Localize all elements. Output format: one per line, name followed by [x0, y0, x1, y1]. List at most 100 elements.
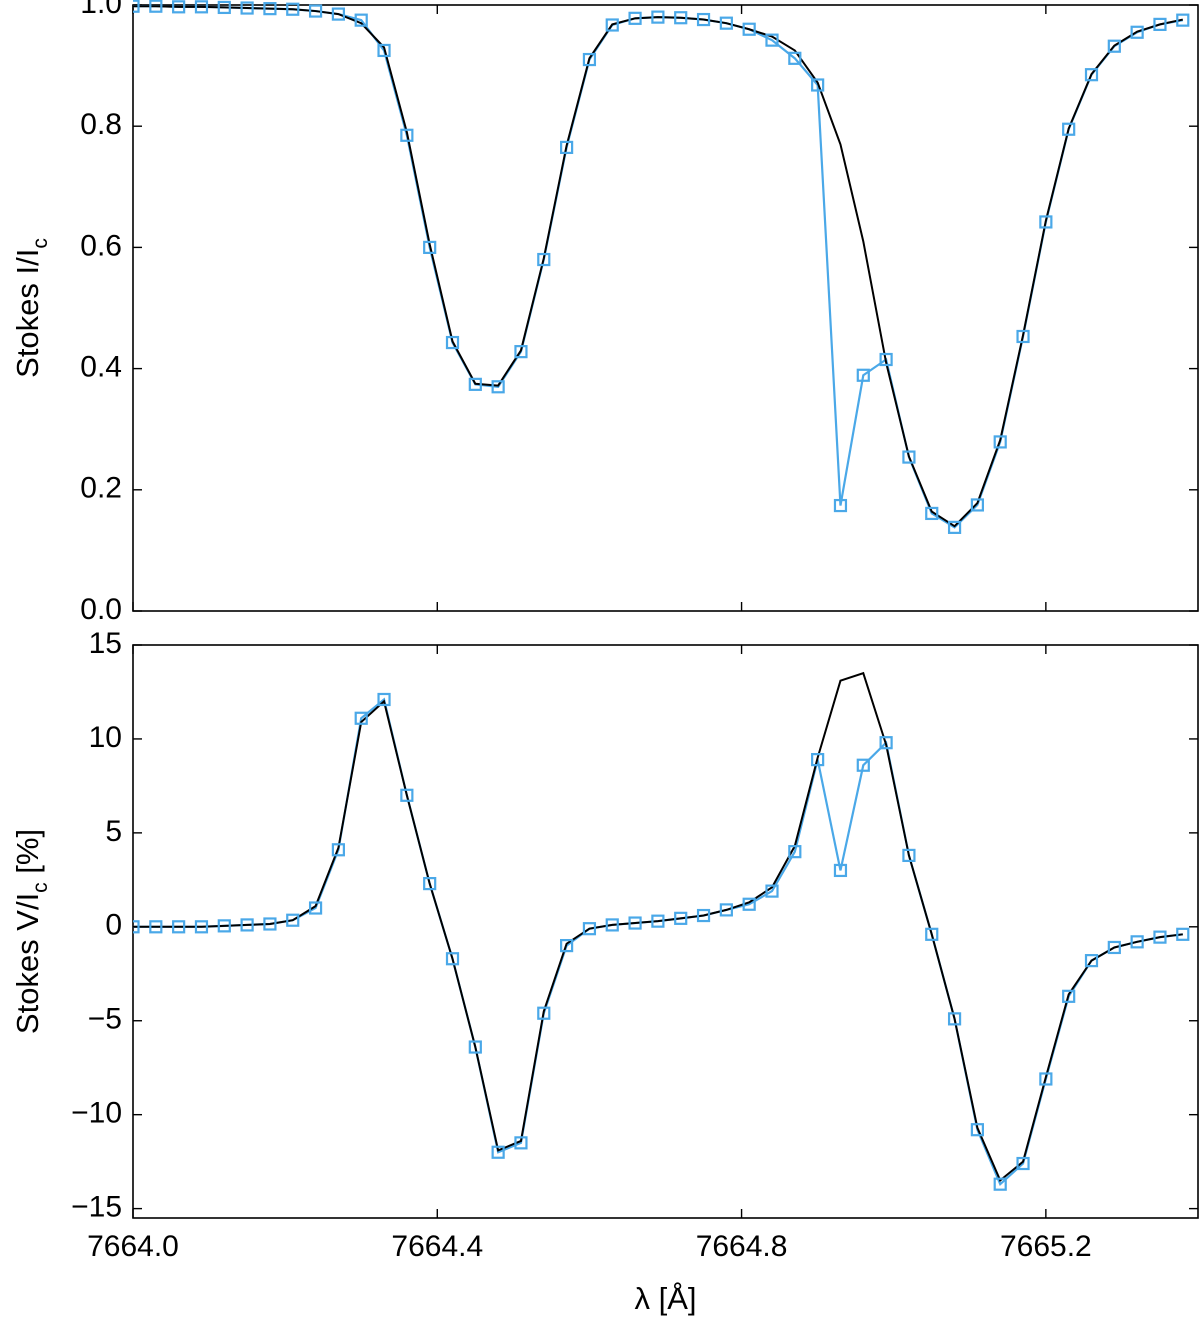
- series-group: [133, 671, 1190, 1191]
- x-axis-label: λ [Å]: [634, 1281, 696, 1316]
- model-series-line: [133, 5, 1183, 528]
- observed-marker: [133, 920, 140, 934]
- x-tick-label: 7664.4: [391, 1230, 483, 1263]
- observed-marker: [1084, 954, 1099, 968]
- y-tick-label: 0.8: [80, 108, 122, 141]
- observed-marker: [286, 2, 300, 16]
- observed-marker: [1130, 935, 1144, 949]
- observed-marker: [582, 52, 597, 67]
- observed-marker: [1176, 13, 1190, 27]
- y-axis-label: Stokes I/Ic: [10, 238, 52, 378]
- observed-marker: [468, 377, 482, 391]
- observed-marker: [172, 0, 186, 14]
- plot-frame: [132, 4, 1199, 612]
- observed-marker: [902, 848, 916, 863]
- model-series-line: [133, 671, 1183, 1183]
- observed-marker: [468, 1040, 482, 1054]
- observed-marker: [742, 897, 756, 911]
- y-tick-label: 0: [105, 909, 122, 942]
- observed-marker: [993, 435, 1007, 449]
- observed-series-line: [133, 5, 1183, 529]
- observed-series-line: [133, 697, 1183, 1187]
- observed-marker: [491, 1145, 505, 1159]
- observed-marker: [788, 51, 802, 65]
- observed-marker: [537, 252, 551, 267]
- observed-marker: [423, 876, 437, 891]
- observed-marker: [172, 920, 186, 934]
- observed-marker: [605, 18, 619, 32]
- y-tick-label: 15: [89, 627, 122, 660]
- observed-marker: [194, 0, 209, 14]
- observed-marker: [582, 922, 597, 936]
- x-tick-label: 7665.2: [1000, 1230, 1092, 1263]
- observed-marker: [217, 919, 231, 933]
- observed-marker: [1062, 122, 1076, 136]
- observed-marker: [331, 843, 345, 857]
- observed-marker: [696, 12, 711, 27]
- observed-marker: [674, 911, 688, 925]
- observed-marker: [970, 1123, 984, 1137]
- observed-marker: [514, 1136, 528, 1150]
- observed-marker: [308, 901, 323, 915]
- observed-marker: [263, 2, 277, 16]
- observed-marker: [833, 498, 848, 513]
- observed-marker: [149, 920, 163, 934]
- observed-marker: [947, 520, 962, 534]
- observed-marker: [423, 240, 437, 254]
- y-tick-label: −10: [71, 1097, 122, 1130]
- y-tick-label: −15: [71, 1191, 122, 1224]
- observed-marker: [377, 43, 391, 58]
- observed-marker: [651, 10, 665, 24]
- y-tick-label: 0.6: [80, 229, 122, 262]
- observed-marker: [217, 0, 231, 15]
- observed-marker: [133, 0, 140, 13]
- y-tick-label: 0.0: [80, 593, 122, 626]
- observed-marker: [445, 335, 460, 350]
- observed-marker: [742, 22, 756, 36]
- observed-marker: [263, 917, 277, 931]
- observed-marker: [286, 913, 300, 927]
- observed-marker: [993, 1177, 1007, 1191]
- observed-marker: [1176, 927, 1190, 941]
- observed-marker: [605, 918, 619, 932]
- observed-marker: [491, 380, 505, 394]
- observed-marker: [1084, 68, 1099, 82]
- observed-marker: [628, 916, 642, 930]
- observed-marker: [1016, 1156, 1030, 1171]
- observed-marker: [833, 863, 848, 878]
- observed-marker: [628, 11, 642, 25]
- observed-marker: [1153, 930, 1167, 944]
- observed-marker: [377, 692, 391, 707]
- y-tick-label: 0.2: [80, 472, 122, 505]
- observed-marker: [354, 13, 368, 27]
- observed-marker: [856, 368, 870, 382]
- y-tick-label: 5: [105, 815, 122, 848]
- observed-marker: [719, 16, 733, 30]
- observed-marker: [970, 498, 984, 512]
- observed-marker: [811, 78, 825, 92]
- observed-marker: [400, 128, 414, 142]
- observed-marker: [194, 920, 209, 934]
- observed-marker: [308, 4, 323, 18]
- observed-marker: [651, 914, 665, 928]
- y-tick-label: 10: [89, 721, 122, 754]
- observed-marker: [445, 952, 460, 966]
- observed-marker: [674, 11, 688, 25]
- observed-marker: [240, 918, 254, 932]
- observed-marker: [560, 938, 574, 953]
- observed-marker: [902, 450, 916, 464]
- observed-marker: [1130, 25, 1144, 39]
- observed-marker: [765, 884, 779, 898]
- observed-marker: [1039, 215, 1053, 229]
- observed-marker: [1039, 1072, 1053, 1086]
- observed-marker: [149, 0, 163, 13]
- observed-marker: [1153, 17, 1167, 31]
- observed-marker: [400, 788, 414, 802]
- observed-marker: [925, 927, 939, 941]
- observed-marker: [560, 140, 574, 155]
- observed-marker: [1062, 989, 1076, 1003]
- observed-marker: [925, 506, 939, 521]
- observed-marker: [240, 1, 254, 15]
